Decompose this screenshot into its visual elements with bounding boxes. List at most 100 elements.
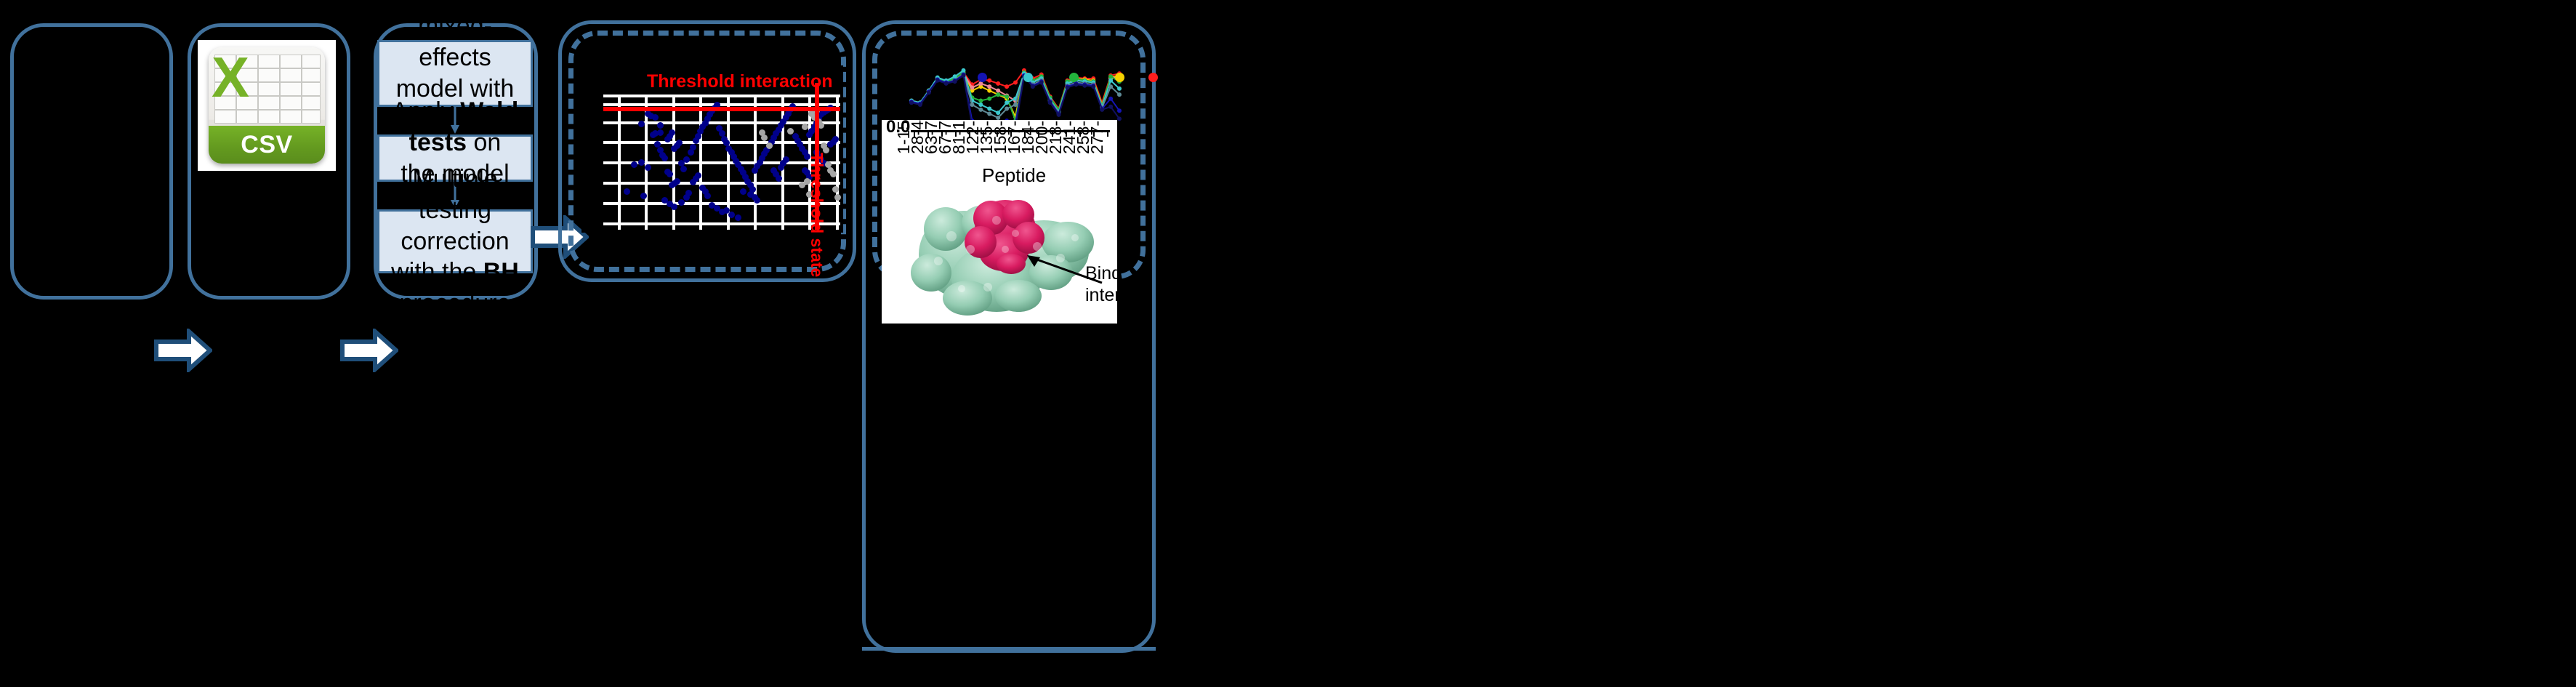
peptide-tick-mark [1010, 132, 1012, 137]
scatter-point-significant [746, 191, 754, 198]
csv-label: CSV [241, 130, 293, 158]
peptide-tick-mark [1079, 132, 1081, 137]
scatter-point-significant [780, 118, 787, 125]
peptide-axis-title: Peptide [982, 164, 1047, 186]
peptide-marker-red [996, 81, 1001, 86]
scatter-point-significant [806, 132, 813, 139]
scatter-point-significant [820, 160, 827, 167]
scatter-point-significant [704, 115, 711, 122]
legend-dot-series-blue [978, 73, 987, 82]
peptide-marker-navy [1047, 100, 1052, 105]
scatter-point-significant [792, 133, 799, 140]
peptide-tick-mark [941, 132, 943, 137]
scatter-point-non-significant [829, 171, 837, 178]
scatter-point-significant [778, 164, 784, 171]
scatter-point-significant [683, 156, 690, 163]
scatter-point-non-significant [810, 114, 818, 121]
peptide-marker-yellow [987, 88, 992, 93]
peptide-marker-blue [1108, 96, 1114, 101]
peptide-tick-mark [1024, 132, 1026, 137]
spreadsheet-grid [214, 55, 321, 126]
scatter-point-significant [803, 169, 810, 177]
scatter-point-significant [688, 149, 695, 156]
input-panel [10, 23, 173, 300]
peptide-marker-navy [1117, 116, 1122, 121]
threshold-state-line [815, 83, 819, 230]
peptide-marker-navy [1100, 107, 1105, 112]
scatter-point-significant [669, 129, 676, 136]
peptide-marker-navy [1074, 82, 1079, 87]
scatter-point-significant [645, 164, 652, 171]
peptide-marker-red [1013, 80, 1018, 85]
scatter-point-significant [640, 193, 647, 199]
scatter-point-significant [671, 203, 678, 210]
scatter-point-significant [656, 122, 664, 129]
scatter-point-significant [678, 199, 685, 206]
scatter-point-significant [735, 161, 742, 169]
y-axis-tick-0: 0.0 [886, 120, 911, 137]
scatter-point-significant [794, 137, 801, 144]
scatter-point-non-significant [825, 161, 832, 169]
peptide-x-axis [911, 130, 1110, 132]
scatter-point-significant [709, 202, 716, 209]
scatter-point-non-significant [808, 110, 816, 117]
scatter-point-non-significant [818, 122, 825, 129]
scatter-point-significant [778, 122, 784, 129]
peptide-marker-steel [987, 111, 992, 116]
scatter-point-significant [661, 196, 669, 204]
peptide-tick-mark [927, 132, 929, 137]
scatter-point-significant [735, 214, 742, 221]
peptide-marker-navy [961, 73, 966, 78]
peptide-marker-steel [1013, 103, 1018, 107]
scatter-point-significant [713, 102, 720, 109]
scatter-point-significant [773, 171, 780, 178]
scatter-point-significant [624, 188, 631, 196]
threshold-state-label: Threshold state [808, 153, 826, 278]
csv-format-band: CSV [209, 126, 325, 164]
scatter-point-significant [746, 182, 754, 189]
step-bh-box[interactable]: Multiple testing correction with the BH pr… [377, 165, 533, 317]
scatter-point-non-significant [827, 166, 834, 174]
scatter-point-significant [725, 145, 733, 152]
scatter-point-significant [664, 135, 671, 142]
peptide-tick-mark [1107, 132, 1108, 137]
scatter-point-significant [690, 179, 697, 186]
scatter-point-significant [782, 156, 789, 163]
scatter-point-non-significant [803, 177, 810, 185]
scatter-point-significant [799, 145, 806, 152]
peptide-marker-green [1005, 94, 1010, 99]
scatter-point-significant [690, 144, 697, 151]
threshold-interaction-line [603, 107, 840, 111]
scatter-point-significant [661, 154, 669, 161]
scatter-point-significant [673, 177, 680, 185]
peptide-marker-pink [996, 88, 1001, 93]
scatter-point-significant [775, 174, 782, 182]
scatter-point-significant [739, 188, 746, 196]
peptide-tick-label: 277-284 [1087, 120, 1106, 154]
peptide-marker-pink [970, 85, 975, 90]
peptide-marker-steel [996, 116, 1001, 120]
scatter-point-significant [739, 169, 746, 177]
threshold-interaction-scatter: Threshold interaction Thresh [581, 65, 843, 277]
scatter-point-significant [728, 212, 735, 219]
peptide-marker-steel [1005, 106, 1010, 111]
peptide-marker-navy [1065, 85, 1070, 90]
peptide-marker-navy [1082, 83, 1087, 88]
scatter-point-non-significant [832, 185, 839, 193]
scatter-point-significant [673, 142, 680, 150]
peptide-marker-red [1005, 84, 1010, 89]
scatter-point-significant [699, 124, 707, 131]
peptide-marker-steel [978, 107, 983, 112]
scatter-point-significant [692, 137, 699, 144]
scatter-point-significant [699, 184, 707, 191]
scatter-point-significant [797, 141, 804, 148]
scatter-point-significant [754, 163, 761, 170]
peptide-marker-steel [1117, 92, 1122, 97]
binding-interface-label: Binding interface [1085, 262, 1117, 306]
peptide-tick-mark [1093, 132, 1095, 137]
scatter-point-significant [637, 121, 645, 128]
scatter-point-significant [784, 110, 792, 117]
peptide-marker-green [996, 92, 1001, 97]
